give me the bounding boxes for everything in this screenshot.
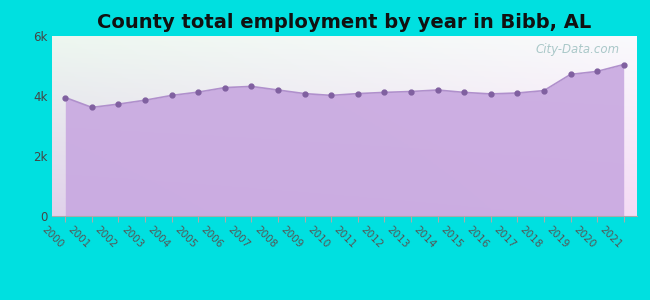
Text: City-Data.com: City-Data.com (536, 43, 619, 56)
Title: County total employment by year in Bibb, AL: County total employment by year in Bibb,… (98, 13, 592, 32)
